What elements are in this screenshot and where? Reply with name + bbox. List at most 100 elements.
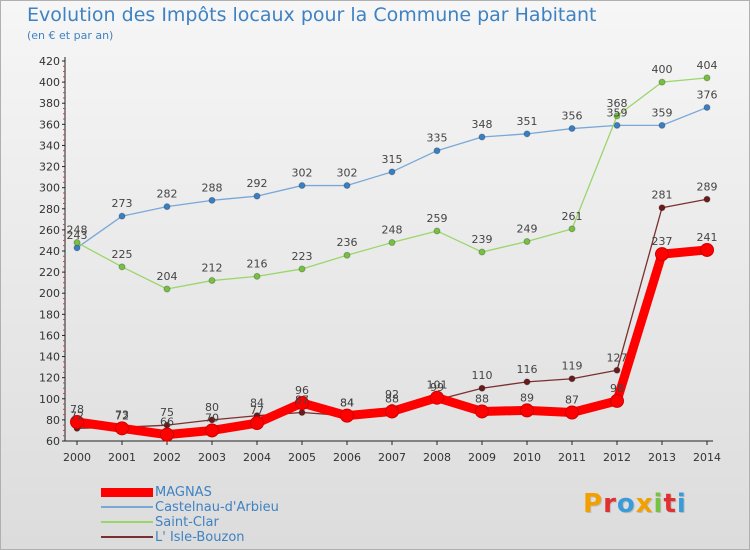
data-label: 315 [382,153,403,166]
data-label: 87 [565,394,579,407]
data-label: 239 [472,233,493,246]
x-tick-label: 2012 [603,451,631,464]
data-label: 404 [697,59,718,72]
data-point [523,238,531,245]
data-point [433,147,441,155]
y-tick-label: 280 [39,203,60,216]
data-point [163,203,171,211]
data-point [655,247,669,262]
line-chart: 60 80 100 120 140 160 180 200 220 240 260 280 300 320… [39,55,721,464]
y-tick-label: 200 [39,287,60,300]
data-label: 241 [697,231,718,244]
x-tick-label: 2005 [288,451,316,464]
data-point [160,427,174,442]
data-label: 84 [250,397,264,410]
data-label: 225 [112,248,133,261]
data-label: 80 [205,401,219,414]
chart-title: Evolution des Impôts locaux pour la Comm… [27,4,597,26]
data-point [475,404,489,419]
legend-swatch [101,488,153,497]
data-label: 212 [202,262,223,275]
data-label: 261 [562,210,583,223]
data-label: 75 [160,406,174,419]
data-label: 101 [427,379,448,392]
data-point [118,263,126,271]
data-point [205,423,219,438]
data-label: 72 [70,409,84,422]
y-tick-label: 220 [39,266,60,279]
data-label: 70 [205,411,219,424]
data-point [703,195,711,203]
y-tick-label: 140 [39,351,60,364]
data-label: 302 [337,167,358,180]
data-point [343,251,351,259]
data-point [118,212,126,220]
logo-letter: o [616,489,636,519]
x-tick-label: 2001 [108,451,136,464]
data-point [700,242,714,257]
data-label: 243 [67,229,88,242]
data-label: 127 [607,351,628,364]
x-tick-label: 2004 [243,451,271,464]
data-label: 288 [202,181,223,194]
y-tick-label: 100 [39,393,60,406]
logo-letter: i [676,489,687,519]
logo-letter: t [663,489,677,519]
x-tick-label: 2014 [693,451,721,464]
data-label: 368 [607,97,628,110]
logo-letter: x [635,489,654,519]
data-label: 204 [157,270,178,283]
data-point [520,403,534,418]
data-label: 356 [562,110,583,123]
data-point [250,416,264,431]
data-point [208,196,216,204]
data-label: 110 [472,369,493,382]
y-tick-label: 380 [39,97,60,110]
x-tick-label: 2013 [648,451,676,464]
data-label: 119 [562,360,583,373]
data-label: 84 [340,397,354,410]
y-tick-label: 180 [39,308,60,321]
data-label: 273 [112,197,133,210]
chart-subtitle: (en € et par an) [27,29,114,42]
data-point [298,182,306,190]
x-tick-label: 2006 [333,451,361,464]
data-point [388,239,396,247]
x-tick-label: 2000 [63,451,91,464]
data-label: 77 [250,404,264,417]
data-label: 92 [385,388,399,401]
x-tick-label: 2011 [558,451,586,464]
data-point [523,378,531,386]
data-point [385,404,399,419]
data-point [343,182,351,190]
x-tick-label: 2002 [153,451,181,464]
y-tick-label: 340 [39,139,60,152]
data-label: 87 [295,394,309,407]
data-label: 88 [475,392,489,405]
data-label: 376 [697,88,718,101]
data-point [298,409,306,416]
logo-letter: i [653,489,664,519]
data-point [340,408,354,423]
data-point [568,225,576,233]
legend-label: Castelnau-d'Arbieu [155,500,279,515]
data-point [610,393,624,408]
data-label: 89 [520,391,534,404]
data-point [73,239,81,247]
x-tick-label: 2009 [468,451,496,464]
y-tick-label: 240 [39,245,60,258]
data-label: 99 [430,381,444,394]
data-label: 359 [607,106,628,119]
data-label: 351 [517,115,538,128]
y-tick-label: 260 [39,224,60,237]
data-label: 359 [652,106,673,119]
data-point [703,74,711,82]
data-label: 281 [652,189,673,202]
data-label: 223 [292,250,313,263]
data-label: 84 [340,397,354,410]
data-point [208,416,216,424]
data-point [253,272,261,280]
data-label: 400 [652,63,673,76]
legend-swatch [101,506,153,508]
x-tick-label: 2010 [513,451,541,464]
